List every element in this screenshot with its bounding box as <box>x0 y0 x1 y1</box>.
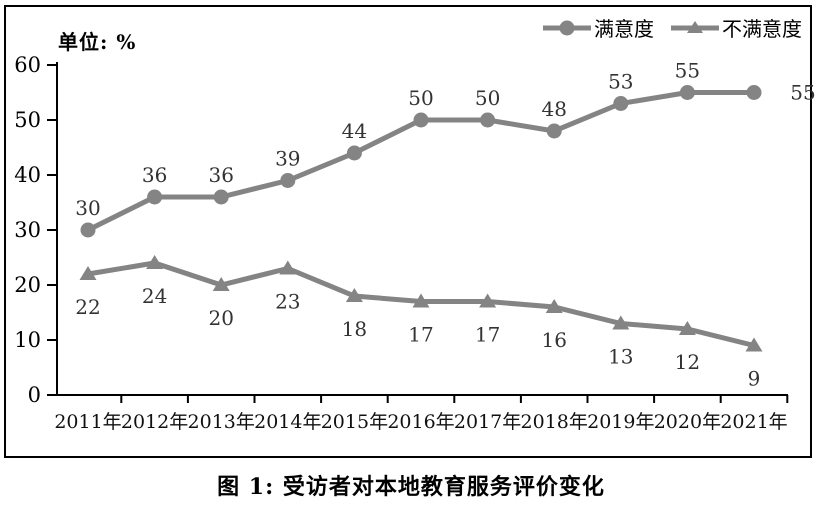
svg-text:17: 17 <box>475 323 500 347</box>
satisfaction-line-circle-icon <box>543 20 591 35</box>
svg-text:36: 36 <box>142 163 167 187</box>
svg-text:20: 20 <box>14 273 41 297</box>
svg-text:9: 9 <box>748 367 761 391</box>
svg-text:40: 40 <box>14 163 41 187</box>
svg-text:2014年: 2014年 <box>254 411 321 433</box>
svg-text:39: 39 <box>275 147 300 171</box>
svg-text:2011年: 2011年 <box>54 411 121 433</box>
svg-text:55: 55 <box>675 59 700 83</box>
svg-text:12: 12 <box>675 350 700 374</box>
svg-text:2012年: 2012年 <box>121 411 188 433</box>
svg-text:2016年: 2016年 <box>387 411 454 433</box>
svg-text:60: 60 <box>14 53 41 77</box>
svg-text:2013年: 2013年 <box>188 411 255 433</box>
svg-text:50: 50 <box>475 86 500 110</box>
legend-label-dissatisfaction: 不满意度 <box>722 17 802 41</box>
svg-text:30: 30 <box>75 196 100 220</box>
svg-text:2021年: 2021年 <box>720 411 787 433</box>
legend: 满意度 不满意度 <box>542 13 802 42</box>
svg-text:16: 16 <box>541 328 566 352</box>
dissatisfaction-line-triangle-icon <box>671 20 719 33</box>
legend-item-dissatisfaction: 不满意度 <box>670 13 802 42</box>
legend-label-satisfaction: 满意度 <box>594 17 654 41</box>
svg-text:22: 22 <box>75 295 100 319</box>
svg-text:10: 10 <box>14 328 41 352</box>
svg-text:2017年: 2017年 <box>454 411 521 433</box>
svg-text:23: 23 <box>275 290 300 314</box>
svg-text:20: 20 <box>208 306 233 330</box>
svg-text:17: 17 <box>408 323 433 347</box>
unit-label: 单位: % <box>58 30 137 54</box>
svg-text:30: 30 <box>14 218 41 242</box>
svg-text:44: 44 <box>342 119 367 143</box>
svg-text:50: 50 <box>408 86 433 110</box>
svg-text:2019年: 2019年 <box>587 411 654 433</box>
legend-item-satisfaction: 满意度 <box>542 13 654 42</box>
chart-caption: 图 1: 受访者对本地教育服务评价变化 <box>217 474 605 500</box>
svg-text:2015年: 2015年 <box>321 411 388 433</box>
svg-text:2018年: 2018年 <box>521 411 588 433</box>
svg-text:48: 48 <box>541 97 566 121</box>
svg-text:55: 55 <box>790 81 815 105</box>
svg-text:53: 53 <box>608 70 633 94</box>
svg-text:18: 18 <box>342 317 367 341</box>
svg-text:0: 0 <box>28 383 41 407</box>
svg-text:2020年: 2020年 <box>654 411 721 433</box>
svg-text:13: 13 <box>608 345 633 369</box>
svg-text:50: 50 <box>14 108 41 132</box>
svg-text:36: 36 <box>208 163 233 187</box>
chart-frame <box>4 5 812 458</box>
svg-text:24: 24 <box>142 284 167 308</box>
